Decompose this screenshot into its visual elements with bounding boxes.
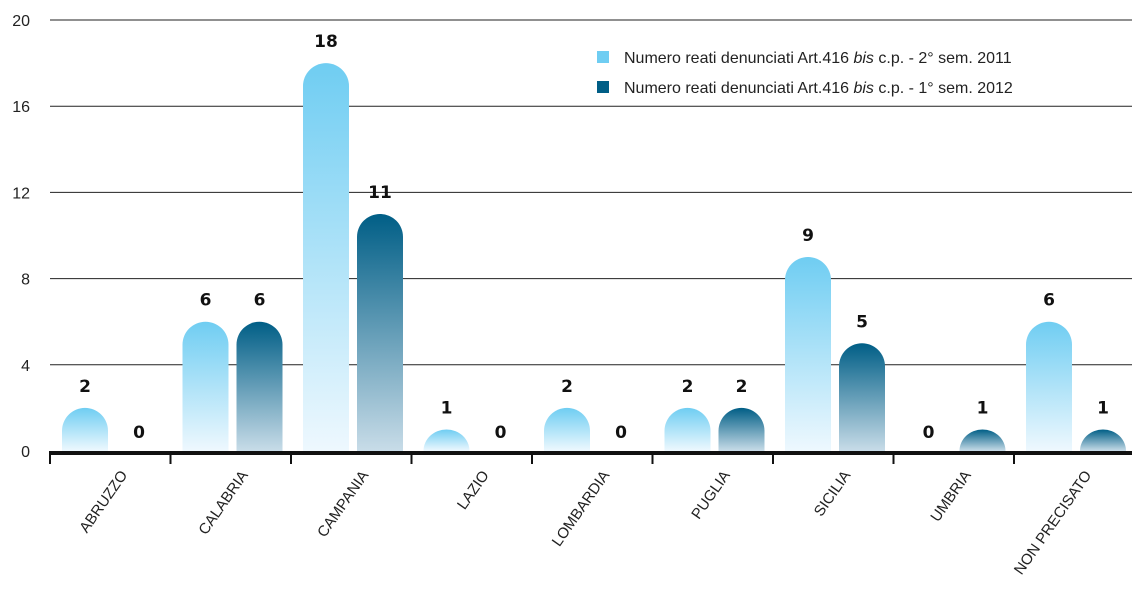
legend-label-prefix: Numero reati denunciati Art.416 bbox=[624, 80, 853, 97]
bar-lazio-series-1 bbox=[423, 429, 470, 451]
value-label: 1 bbox=[441, 398, 453, 418]
x-category-label: ABRUZZO bbox=[76, 468, 131, 536]
legend-label-italic: bis bbox=[853, 50, 873, 67]
bar-non-precisato-series-2 bbox=[1080, 429, 1126, 451]
value-label: 0 bbox=[923, 423, 935, 443]
bar-calabria-series-2 bbox=[236, 321, 283, 451]
gridlines bbox=[50, 19, 1132, 366]
x-category-label: UMBRIA bbox=[927, 468, 974, 526]
y-tick-label: 0 bbox=[21, 444, 30, 461]
value-label: 2 bbox=[561, 377, 573, 397]
value-label: 0 bbox=[495, 423, 507, 443]
value-label: 2 bbox=[682, 377, 694, 397]
legend-label: Numero reati denunciati Art.416 bis c.p.… bbox=[624, 80, 1013, 97]
value-label: 2 bbox=[736, 377, 748, 397]
bar-umbria-series-2 bbox=[959, 429, 1006, 451]
legend-label-suffix: c.p. - 2° sem. 2011 bbox=[874, 50, 1012, 67]
y-axis-ticks: 0 4 8 12 16 20 bbox=[12, 13, 30, 461]
value-label: 1 bbox=[977, 398, 989, 418]
y-tick-label: 20 bbox=[12, 13, 30, 30]
legend-label: Numero reati denunciati Art.416 bis c.p.… bbox=[624, 50, 1012, 67]
bar-lombardia-series-1 bbox=[544, 407, 590, 451]
value-label: 1 bbox=[1097, 398, 1109, 418]
value-label: 0 bbox=[615, 423, 627, 443]
legend-label-italic: bis bbox=[853, 80, 873, 97]
bar-sicilia-series-2 bbox=[839, 343, 885, 451]
value-label: 5 bbox=[856, 312, 868, 332]
legend-label-prefix: Numero reati denunciati Art.416 bbox=[624, 50, 853, 67]
bar-campania-series-1 bbox=[303, 63, 349, 451]
value-label: 0 bbox=[133, 423, 145, 443]
bar-sicilia-series-1 bbox=[785, 257, 831, 451]
y-tick-label: 4 bbox=[21, 358, 30, 375]
bars bbox=[62, 63, 1126, 451]
bar-puglia-series-1 bbox=[664, 407, 711, 451]
value-label: 18 bbox=[314, 32, 338, 52]
legend-label-suffix: c.p. - 1° sem. 2012 bbox=[874, 80, 1013, 97]
value-label: 6 bbox=[200, 291, 212, 311]
x-category-label: CALABRIA bbox=[195, 468, 251, 539]
y-tick-label: 8 bbox=[21, 272, 30, 289]
bar-puglia-series-2 bbox=[718, 407, 765, 451]
bar-campania-series-2 bbox=[357, 213, 404, 451]
value-label: 9 bbox=[802, 226, 814, 246]
value-label: 6 bbox=[1043, 291, 1055, 311]
bar-non-precisato-series-1 bbox=[1026, 321, 1072, 451]
x-category-label: LOMBARDIA bbox=[549, 468, 614, 550]
x-category-label: CAMPANIA bbox=[314, 468, 372, 541]
legend-swatch bbox=[597, 51, 609, 63]
value-label: 6 bbox=[254, 291, 266, 311]
x-category-label: LAZIO bbox=[454, 468, 493, 513]
x-axis: ABRUZZO CALABRIA CAMPANIA LAZIO LOMBARDIA PUG… bbox=[49, 451, 1132, 578]
x-category-label: PUGLIA bbox=[688, 468, 733, 523]
x-category-label: NON PRECISATO bbox=[1011, 468, 1095, 578]
value-label: 11 bbox=[368, 183, 392, 203]
legend: Numero reati denunciati Art.416 bis c.p.… bbox=[597, 50, 1013, 97]
y-tick-label: 12 bbox=[12, 185, 30, 202]
bar-abruzzo-series-1 bbox=[62, 407, 108, 451]
value-label: 2 bbox=[79, 377, 91, 397]
y-tick-label: 16 bbox=[12, 99, 30, 116]
legend-swatch bbox=[597, 81, 609, 93]
bar-calabria-series-1 bbox=[182, 321, 229, 451]
x-category-label: SICILIA bbox=[811, 468, 855, 520]
